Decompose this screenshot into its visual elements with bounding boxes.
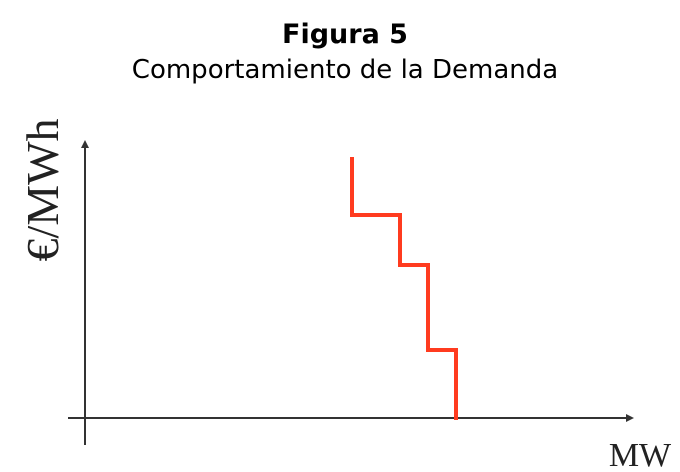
x-axis-label: MW [609, 437, 672, 472]
figure-title: Figura 5 [282, 19, 408, 50]
figure-subtitle: Comportamiento de la Demanda [132, 55, 558, 85]
demand-curve [350, 157, 458, 420]
y-axis-label: €/MWh [17, 118, 68, 261]
